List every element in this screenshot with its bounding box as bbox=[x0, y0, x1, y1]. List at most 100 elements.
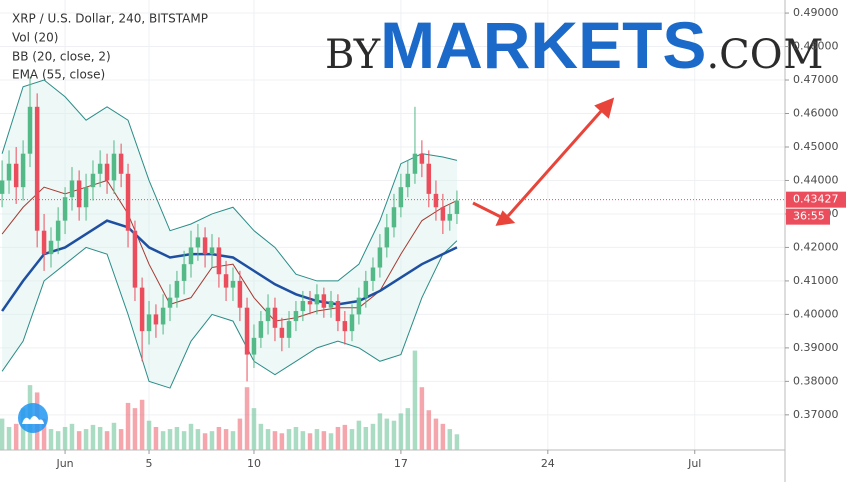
candle-body bbox=[104, 163, 110, 181]
watermark: BYMARKETS.COM bbox=[325, 8, 824, 82]
candle-body bbox=[363, 280, 369, 298]
volume-bar bbox=[433, 418, 439, 450]
volume-bar bbox=[160, 431, 166, 450]
y-tick-label: 0.48000 bbox=[793, 40, 839, 53]
candle-body bbox=[370, 267, 376, 281]
volume-bar bbox=[0, 418, 5, 450]
candle-body bbox=[300, 301, 306, 312]
indicator-label: BB (20, close, 2) bbox=[12, 50, 111, 64]
volume-bar bbox=[139, 399, 145, 450]
candle-body bbox=[433, 193, 439, 208]
candle-body bbox=[6, 163, 12, 181]
candle-body bbox=[349, 314, 355, 332]
candle-body bbox=[160, 307, 166, 325]
volume-bar bbox=[272, 431, 278, 450]
y-tick-label: 0.40000 bbox=[793, 307, 839, 320]
candle-body bbox=[279, 327, 285, 338]
candle-body bbox=[13, 163, 19, 188]
countdown-label: 36:55 bbox=[793, 210, 825, 223]
x-tick-label: Jul bbox=[687, 457, 701, 470]
volume-bar bbox=[111, 422, 117, 450]
volume-bar bbox=[195, 429, 201, 450]
y-tick-label: 0.39000 bbox=[793, 341, 839, 354]
chart-title: XRP / U.S. Dollar, 240, BITSTAMP bbox=[12, 12, 208, 26]
volume-bar bbox=[307, 433, 313, 450]
bb-lower-line bbox=[1, 240, 458, 389]
volume-bar bbox=[132, 408, 138, 450]
candle-body bbox=[237, 280, 243, 308]
volume-bar bbox=[279, 433, 285, 450]
candle-body bbox=[69, 180, 75, 198]
candle-body bbox=[125, 173, 131, 231]
candle-body bbox=[118, 153, 124, 174]
candle-body bbox=[202, 237, 208, 255]
volume-bar bbox=[258, 423, 264, 450]
ema-line bbox=[1, 219, 458, 312]
candle-body bbox=[335, 301, 341, 322]
volume-bar bbox=[300, 431, 306, 450]
candle-body bbox=[20, 153, 26, 188]
volume-bar bbox=[244, 387, 250, 450]
candle-body bbox=[34, 106, 40, 231]
volume-bar bbox=[377, 413, 383, 450]
volume-bar bbox=[419, 387, 425, 450]
logo-by: BY bbox=[325, 32, 381, 78]
volume-bar bbox=[13, 423, 19, 450]
volume-bar bbox=[69, 423, 75, 450]
candle-body bbox=[384, 227, 390, 248]
volume-bar bbox=[230, 431, 236, 450]
volume-bar bbox=[349, 429, 355, 450]
volume-bar bbox=[391, 420, 397, 450]
volume-bar bbox=[55, 431, 61, 450]
candle-body bbox=[244, 307, 250, 355]
volume-bar bbox=[335, 426, 341, 450]
candle-body bbox=[188, 247, 194, 265]
candle-body bbox=[181, 264, 187, 281]
candle-body bbox=[132, 230, 138, 288]
y-tick-label: 0.44000 bbox=[793, 173, 839, 186]
candle-body bbox=[307, 301, 313, 305]
volume-bar bbox=[202, 433, 208, 450]
candle-body bbox=[55, 220, 61, 241]
candle-body bbox=[230, 280, 236, 288]
bb-upper-line bbox=[1, 79, 458, 282]
volume-bar bbox=[412, 350, 418, 450]
volume-bar bbox=[286, 429, 292, 450]
volume-bar bbox=[328, 433, 334, 450]
candle-body bbox=[272, 307, 278, 328]
x-tick-label: 24 bbox=[541, 457, 555, 470]
candle-body bbox=[90, 173, 96, 188]
volume-bar bbox=[293, 426, 299, 450]
candle-body bbox=[153, 314, 159, 325]
candle-body bbox=[405, 173, 411, 188]
candle-body bbox=[146, 314, 152, 332]
volume-bar bbox=[181, 431, 187, 450]
candle-body bbox=[111, 153, 117, 181]
logo-markets: MARKETS bbox=[380, 8, 706, 82]
volume-bar bbox=[356, 420, 362, 450]
volume-bar bbox=[118, 429, 124, 450]
candle-body bbox=[412, 153, 418, 174]
y-tick-label: 0.38000 bbox=[793, 374, 839, 387]
candle-body bbox=[209, 247, 215, 255]
volume-bar bbox=[83, 429, 89, 450]
candle-body bbox=[223, 274, 229, 288]
volume-bar bbox=[384, 418, 390, 450]
volume-bar bbox=[6, 426, 12, 450]
candle-body bbox=[440, 207, 446, 221]
x-tick-label: 5 bbox=[146, 457, 153, 470]
candle-body bbox=[454, 200, 460, 214]
candle-layer bbox=[0, 76, 460, 382]
candle-body bbox=[286, 321, 292, 338]
candle-body bbox=[251, 337, 257, 355]
candle-body bbox=[97, 163, 103, 174]
candle-body bbox=[321, 294, 327, 308]
candle-body bbox=[167, 297, 173, 308]
x-tick-label: Jun bbox=[55, 457, 73, 470]
countdown-tag bbox=[786, 208, 830, 225]
volume-bar bbox=[174, 426, 180, 450]
volume-bar bbox=[125, 402, 131, 450]
y-tick-label: 0.41000 bbox=[793, 274, 839, 287]
volume-bar bbox=[209, 431, 215, 450]
volume-bar bbox=[370, 423, 376, 450]
